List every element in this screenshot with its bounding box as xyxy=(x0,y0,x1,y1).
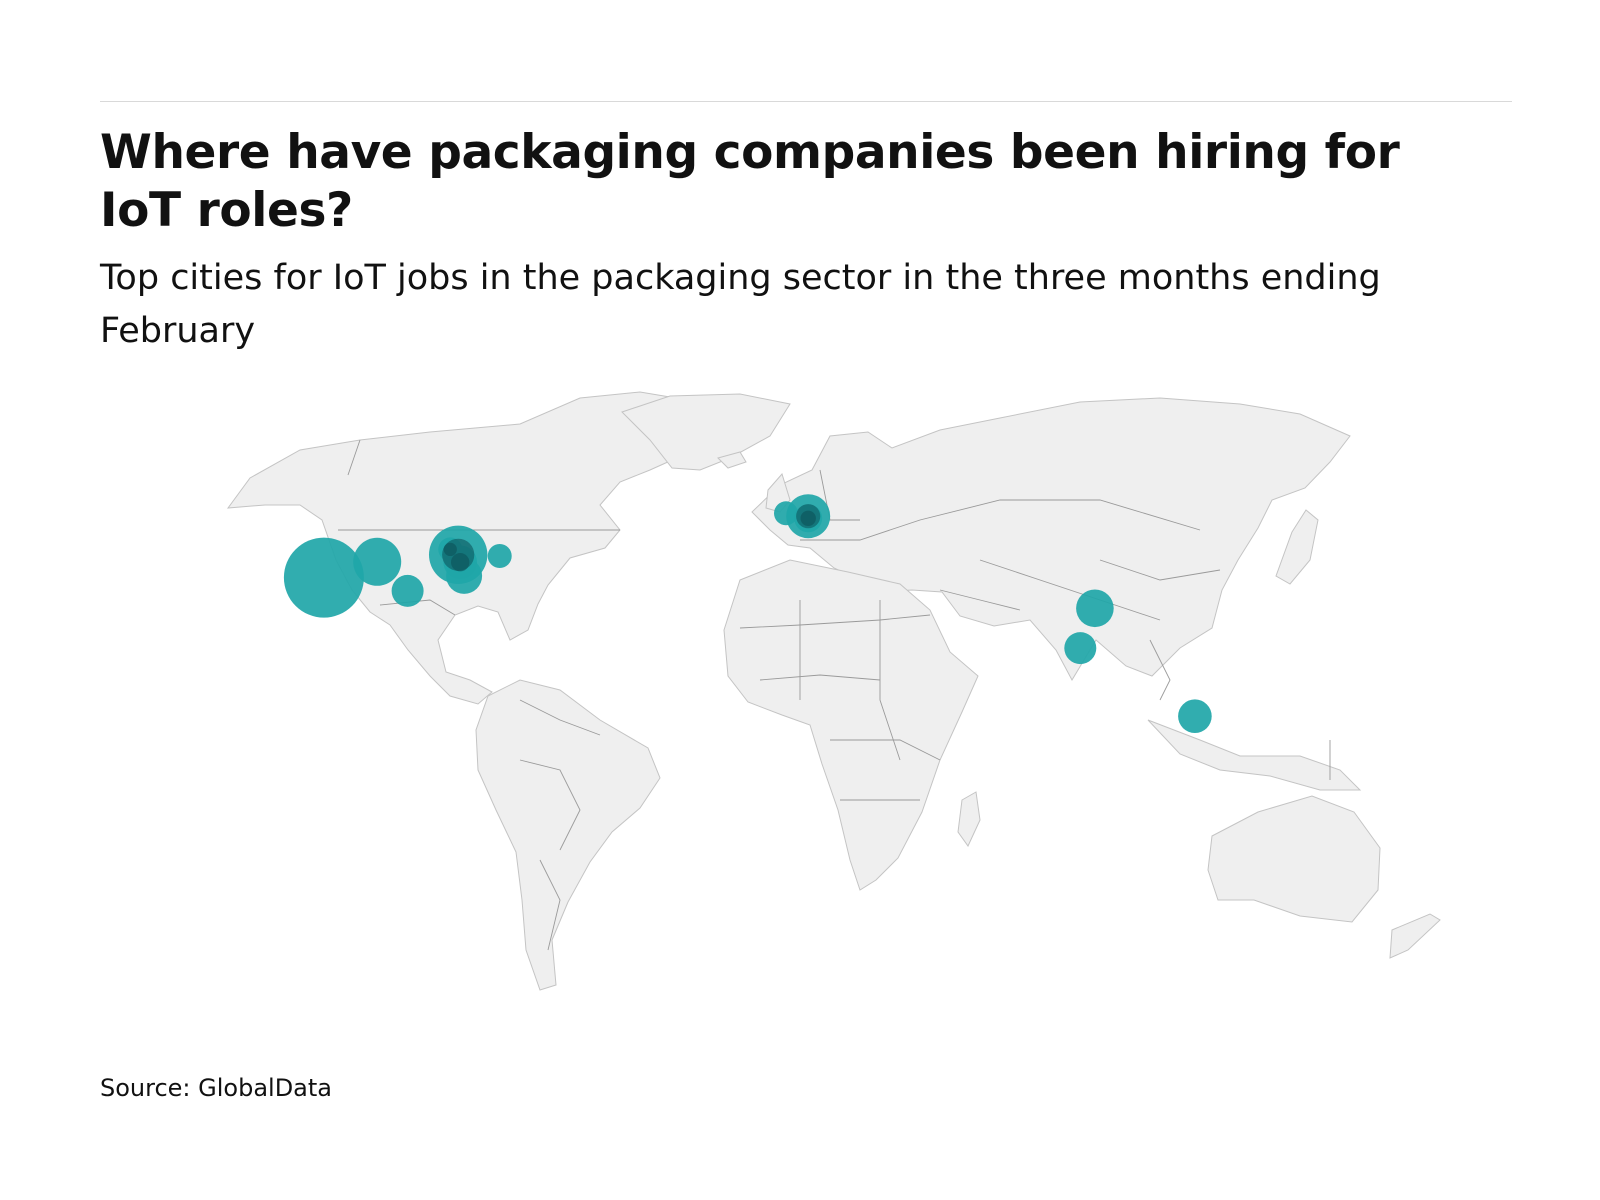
landmasses xyxy=(226,391,1441,991)
bubble-overlap-belgium xyxy=(800,510,816,526)
bubble-overlap-us-ohio xyxy=(451,553,470,572)
bubble-us-west[interactable] xyxy=(283,537,364,618)
bubble-western-india[interactable] xyxy=(1064,632,1097,665)
landmass-iceland xyxy=(717,451,747,469)
landmass-africa xyxy=(723,559,979,891)
bubble-overlap-us-great-lakes xyxy=(443,542,457,557)
chart-subtitle: Top cities for IoT jobs in the packaging… xyxy=(100,258,1381,351)
bubble-us-northeast[interactable] xyxy=(487,544,512,568)
city-bubbles xyxy=(283,494,1212,733)
source-note: Source: GlobalData xyxy=(100,1074,333,1102)
landmass-madagascar xyxy=(957,791,981,847)
chart-title: Where have packaging companies been hiri… xyxy=(100,125,1400,238)
bubble-us-mountain[interactable] xyxy=(353,537,402,586)
landmass-greenland xyxy=(621,393,791,471)
landmass-australia xyxy=(1207,795,1381,923)
landmass-japan xyxy=(1275,509,1319,585)
bubble-us-texas[interactable] xyxy=(391,574,424,607)
country-borders xyxy=(338,439,1331,951)
bubble-northern-india[interactable] xyxy=(1076,589,1114,628)
landmass-new-zealand xyxy=(1389,913,1441,959)
bubble-singapore-malaysia[interactable] xyxy=(1178,699,1212,733)
landmass-maritime-se-asia xyxy=(1147,719,1362,791)
top-divider xyxy=(100,101,1512,102)
